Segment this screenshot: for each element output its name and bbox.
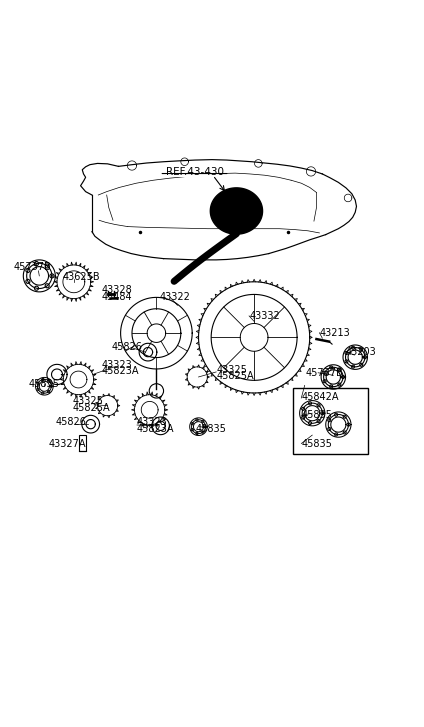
Bar bbox=[293, 387, 368, 454]
Text: REF.43-430: REF.43-430 bbox=[166, 166, 224, 177]
Text: 45825A: 45825A bbox=[72, 403, 110, 413]
Text: 43625B: 43625B bbox=[62, 272, 100, 282]
Bar bbox=[79, 435, 86, 451]
Text: 43322: 43322 bbox=[159, 292, 190, 302]
Text: 43325: 43325 bbox=[216, 365, 247, 375]
Text: 43325: 43325 bbox=[72, 396, 103, 406]
Text: 43323: 43323 bbox=[137, 417, 168, 427]
Text: 43323: 43323 bbox=[102, 360, 132, 370]
Text: 43203: 43203 bbox=[346, 347, 377, 357]
Text: 45826: 45826 bbox=[55, 417, 86, 427]
Text: 45826: 45826 bbox=[112, 342, 142, 353]
Text: 45737B: 45737B bbox=[14, 262, 52, 273]
Polygon shape bbox=[210, 188, 262, 234]
Text: 45835: 45835 bbox=[301, 439, 332, 449]
Text: 43327A: 43327A bbox=[49, 438, 86, 449]
Text: 45823A: 45823A bbox=[102, 366, 139, 376]
Text: 43328: 43328 bbox=[102, 285, 132, 295]
Circle shape bbox=[149, 384, 164, 398]
Text: 43213: 43213 bbox=[319, 328, 350, 338]
Text: 45835: 45835 bbox=[301, 410, 332, 420]
Text: 45825A: 45825A bbox=[216, 371, 254, 381]
Text: 43332: 43332 bbox=[249, 311, 280, 321]
Text: 45835: 45835 bbox=[196, 424, 227, 434]
Text: REF.43-430: REF.43-430 bbox=[166, 166, 224, 177]
Text: 45842A: 45842A bbox=[301, 392, 339, 402]
Text: 45737B: 45737B bbox=[306, 368, 343, 378]
Text: 45823A: 45823A bbox=[137, 424, 175, 434]
Text: 43484: 43484 bbox=[102, 292, 132, 302]
Text: 45835: 45835 bbox=[29, 379, 60, 389]
